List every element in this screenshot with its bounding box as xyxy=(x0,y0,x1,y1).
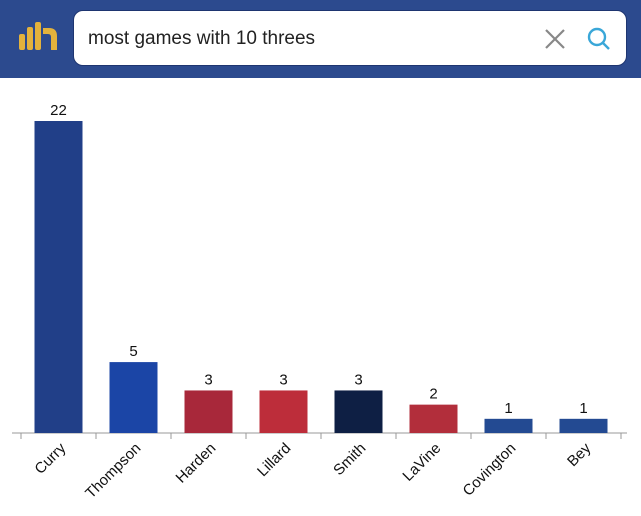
bar xyxy=(259,390,308,433)
x-tick-label: Thompson xyxy=(82,440,144,502)
search-button[interactable] xyxy=(587,27,610,50)
x-tick-label: LaVine xyxy=(399,440,444,485)
bar xyxy=(109,362,158,433)
logo[interactable] xyxy=(0,0,60,78)
x-tick-label: Curry xyxy=(31,439,69,477)
value-label: 22 xyxy=(50,102,67,119)
value-label: 3 xyxy=(204,371,212,388)
clear-button[interactable] xyxy=(545,29,565,49)
x-tick-label: Covington xyxy=(460,440,520,500)
chart: 22 Curry 5 Thompson 3 Harden 3 Lillard 3 Smith 2 La… xyxy=(12,102,627,502)
bar xyxy=(559,418,608,433)
value-label: 3 xyxy=(354,371,362,388)
x-tick-label: Lillard xyxy=(254,440,294,480)
value-label: 5 xyxy=(129,343,137,360)
x-tick-label: Bey xyxy=(564,439,595,470)
bar xyxy=(334,390,383,433)
value-label: 1 xyxy=(579,400,587,417)
search-query[interactable]: most games with 10 threes xyxy=(88,28,316,49)
bar xyxy=(484,418,533,433)
x-tick-label: Smith xyxy=(330,440,369,479)
value-label: 1 xyxy=(504,400,512,417)
value-label: 3 xyxy=(279,371,287,388)
search-box[interactable]: most games with 10 threes xyxy=(73,10,627,66)
x-tick-label: Harden xyxy=(173,440,220,487)
value-label: 2 xyxy=(429,386,437,403)
bar xyxy=(34,121,83,433)
bar xyxy=(184,390,233,433)
bar xyxy=(409,404,458,433)
header: most games with 10 threes xyxy=(0,0,641,78)
search-icons xyxy=(545,27,610,50)
